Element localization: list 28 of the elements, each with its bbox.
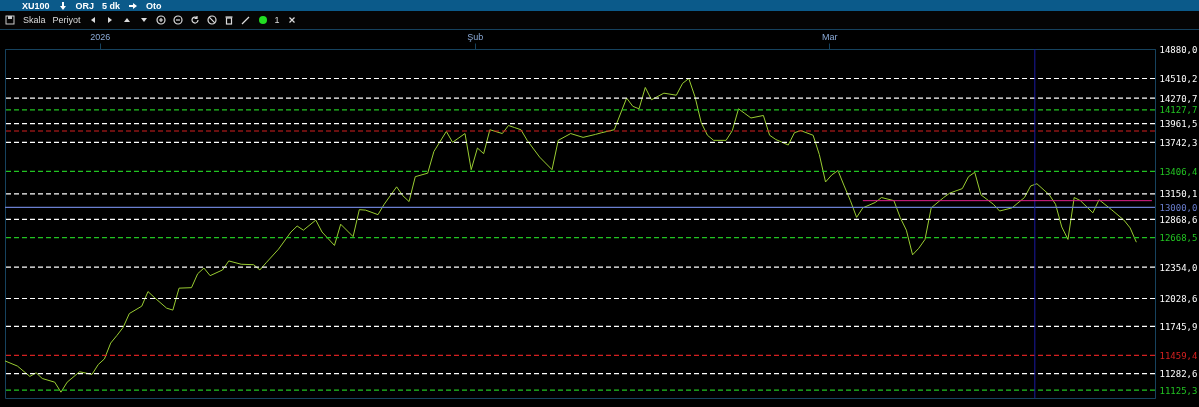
- text: ORJ: [75, 0, 95, 11]
- text: Periyot: [52, 15, 81, 25]
- x-tick-label: 2026: [90, 31, 111, 42]
- text: Skala: [23, 15, 46, 25]
- x-tick-label: Mar: [821, 31, 838, 42]
- y-tick-label: 11282,6: [1159, 369, 1198, 380]
- y-tick-label: 12354,0: [1159, 262, 1198, 273]
- y-tick-label: 13742,3: [1159, 137, 1198, 148]
- chart-title: XU100: [22, 0, 50, 11]
- line-series: [5, 78, 1137, 393]
- y-tick-label: 11125,3: [1159, 385, 1198, 396]
- y-tick-label: 12868,6: [1159, 214, 1198, 225]
- x-tick-label: Şub: [467, 31, 484, 42]
- y-tick-label: 13150,1: [1159, 189, 1198, 200]
- y-tick-label: 13000,0: [1159, 202, 1198, 213]
- text: Oto: [146, 0, 162, 11]
- y-tick-label: 14127,7: [1159, 105, 1198, 116]
- text: 1: [274, 15, 280, 25]
- text: 5 dk: [102, 0, 121, 11]
- y-tick-label: 12668,5: [1159, 233, 1198, 244]
- y-tick-label: 14270,7: [1159, 93, 1198, 104]
- y-tick-label: 14880,0: [1159, 44, 1198, 55]
- y-tick-label: 12028,6: [1159, 293, 1198, 304]
- y-tick-label: 11745,9: [1159, 321, 1198, 332]
- y-tick-label: 11459,4: [1159, 350, 1198, 361]
- y-tick-label: 13961,5: [1159, 119, 1198, 130]
- y-tick-label: 13406,4: [1159, 166, 1198, 177]
- y-tick-label: 14510,2: [1159, 74, 1198, 85]
